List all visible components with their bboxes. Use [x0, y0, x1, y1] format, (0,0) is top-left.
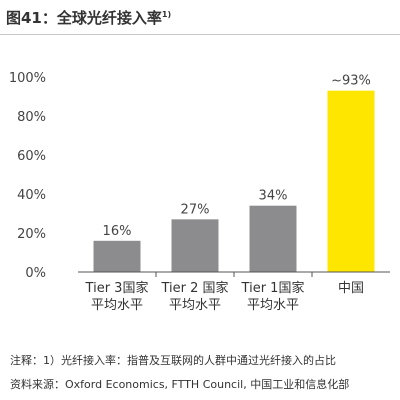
footnote: 注释：1）光纤接入率：指普及互联网的人群中通过光纤接入的占比 [10, 354, 336, 367]
y-tick-label: 60% [17, 149, 46, 164]
source-note: 资料来源：Oxford Economics, FTTH Council, 中国工… [10, 378, 350, 391]
data-label: 27% [181, 202, 210, 217]
x-tick-label: 平均水平 [91, 298, 143, 313]
x-tick-label: Tier 3国家 [85, 280, 149, 296]
figure-title-note-ref: 1) [161, 10, 172, 19]
bar-chart: 0% 20% 40% 60% 80% 100% 16% 27% 34% ~93% Tier 3国… [9, 71, 390, 313]
data-label: 16% [103, 224, 132, 239]
y-tick-label: 0% [25, 266, 46, 281]
title-divider [0, 34, 400, 35]
x-tick-label: 中国 [338, 281, 364, 296]
x-tick-label: 平均水平 [247, 298, 299, 313]
bars-group: 16% 27% 34% ~93% [93, 74, 375, 273]
x-tick-label: Tier 1国家 [241, 280, 305, 296]
bar [327, 90, 375, 273]
y-axis: 0% 20% 40% 60% 80% 100% [9, 71, 46, 281]
bar [249, 205, 297, 272]
y-tick-label: 80% [17, 110, 46, 125]
y-tick-label: 40% [17, 188, 46, 203]
bar [93, 240, 141, 272]
y-tick-label: 20% [17, 227, 46, 242]
figure-title-text: 图41：全球光纤接入率 [6, 9, 162, 27]
y-tick-label: 100% [9, 71, 46, 86]
bar [171, 219, 219, 272]
data-label: 34% [259, 189, 288, 204]
x-tick-label: Tier 2 国家 [160, 280, 228, 296]
figure-title: 图41：全球光纤接入率1) [6, 7, 171, 28]
data-label: ~93% [331, 74, 371, 89]
x-tick-label: 平均水平 [169, 298, 221, 313]
